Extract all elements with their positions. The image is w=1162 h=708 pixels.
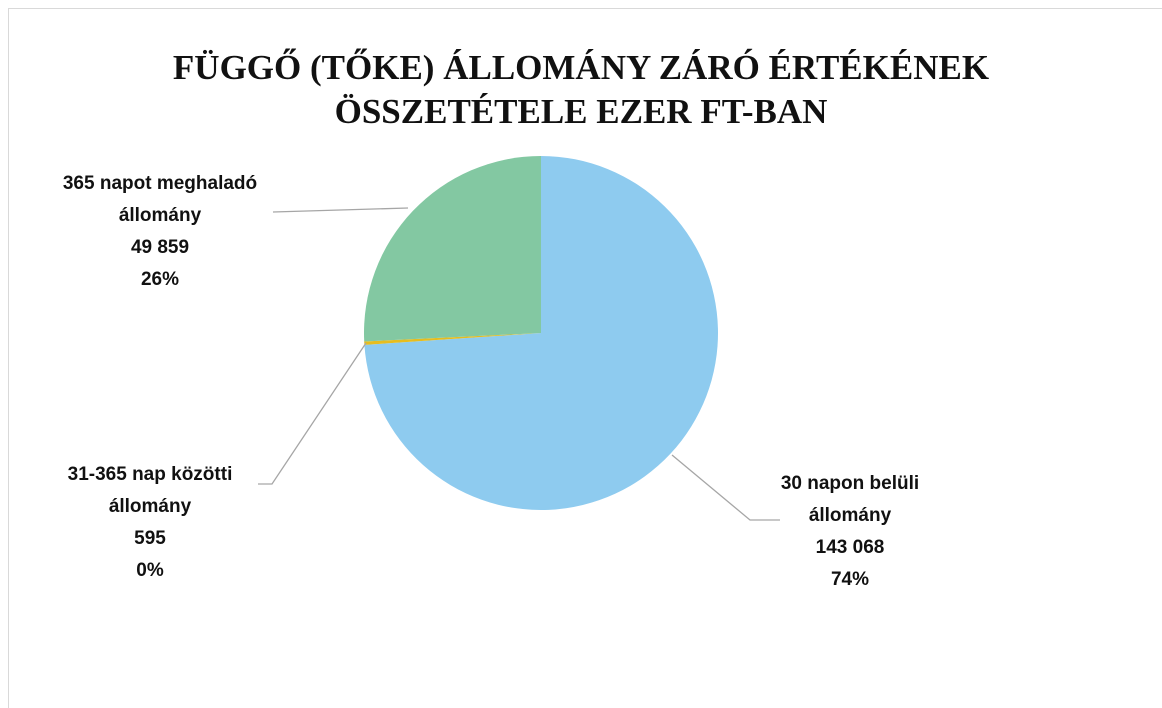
category-label: 365 napot meghaladó állomány bbox=[62, 173, 258, 226]
percent-label: 26% bbox=[140, 269, 180, 290]
leader-line bbox=[258, 342, 367, 485]
leader-line bbox=[272, 207, 409, 213]
category-label: 31-365 nap közötti állomány bbox=[67, 464, 233, 517]
pie-slice bbox=[363, 156, 541, 342]
percent-label: 0% bbox=[136, 560, 164, 581]
leader-line bbox=[671, 454, 780, 521]
value-label: 49 859 bbox=[130, 237, 190, 258]
value-label: 143 068 bbox=[815, 537, 885, 558]
data-label: 31-365 nap közötti állomány 595 0% bbox=[0, 459, 300, 587]
data-label: 30 napon belüli állomány 143 068 74% bbox=[700, 468, 1000, 596]
data-label: 365 napot meghaladó állomány 49 859 26% bbox=[10, 168, 310, 296]
chart-title: FÜGGŐ (TŐKE) ÁLLOMÁNY ZÁRÓ ÉRTÉKÉNEK ÖSS… bbox=[172, 48, 990, 131]
category-label: 30 napon belüli állomány bbox=[780, 473, 920, 526]
chart-frame bbox=[8, 8, 1162, 708]
pie-slice bbox=[364, 156, 718, 511]
pie-slice bbox=[364, 333, 541, 345]
percent-label: 74% bbox=[830, 569, 870, 590]
value-label: 595 bbox=[134, 528, 166, 549]
